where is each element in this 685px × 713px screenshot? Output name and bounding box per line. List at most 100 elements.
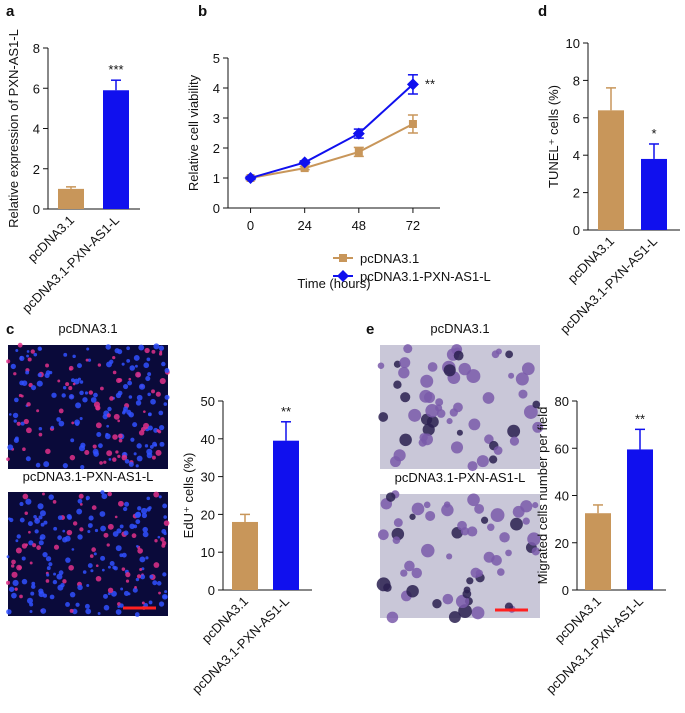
cell (157, 535, 161, 539)
cell (103, 604, 110, 611)
cell (153, 562, 160, 568)
cell (490, 508, 505, 522)
cell (411, 567, 422, 579)
cell (132, 422, 138, 428)
cell (37, 503, 44, 510)
cell (82, 397, 88, 403)
cell (36, 409, 40, 413)
cell (35, 462, 41, 468)
cell (117, 454, 121, 458)
cell (146, 496, 151, 501)
cell (404, 560, 415, 572)
cell (29, 561, 33, 565)
cell (406, 584, 419, 598)
micrograph-caption: pcDNA3.1-PXN-AS1-L (395, 470, 526, 485)
cell (436, 409, 446, 418)
cell (97, 443, 103, 449)
cell (19, 380, 25, 386)
cell (65, 602, 70, 607)
cell (17, 342, 23, 348)
cell (87, 358, 92, 362)
cell (56, 573, 63, 580)
cell (36, 380, 43, 387)
cell (134, 586, 137, 589)
cell (34, 518, 41, 524)
cell (159, 377, 166, 385)
cell (11, 571, 18, 578)
cell (62, 579, 67, 584)
cell (36, 545, 41, 550)
cell (27, 357, 32, 362)
cell (49, 594, 55, 600)
cell (146, 507, 151, 512)
cell (64, 535, 71, 542)
cell (19, 594, 23, 599)
cell (118, 378, 123, 383)
cell (432, 599, 442, 609)
cell (399, 357, 411, 369)
cell (446, 418, 453, 425)
cell (158, 410, 164, 416)
cell (150, 398, 156, 405)
y-tick-label: 0 (33, 202, 40, 217)
cell (427, 362, 438, 372)
cell (161, 543, 166, 548)
bar (273, 440, 299, 590)
cell (42, 492, 45, 496)
cell (145, 556, 149, 560)
cell (159, 441, 165, 447)
y-tick-label: 4 (213, 81, 220, 96)
cell (149, 574, 154, 579)
cell (158, 495, 162, 499)
cell (25, 456, 31, 462)
cell (532, 400, 541, 409)
cell (13, 419, 17, 423)
cell (128, 461, 134, 467)
cell (135, 544, 139, 548)
cell (143, 362, 150, 369)
cell (31, 584, 36, 589)
cell (419, 389, 433, 403)
cell (425, 404, 439, 418)
cell (26, 427, 32, 434)
legend-marker (339, 254, 347, 262)
cell (484, 434, 494, 444)
cell (56, 417, 61, 422)
cell (10, 363, 16, 370)
cell (75, 402, 82, 409)
cell (112, 370, 117, 375)
cell (66, 514, 72, 520)
cell (119, 603, 124, 608)
cell (107, 406, 112, 412)
cell (84, 603, 90, 609)
cell (152, 580, 158, 586)
cell (38, 347, 42, 351)
cell (480, 516, 489, 524)
cell (19, 517, 25, 523)
cell (134, 512, 141, 519)
cell (421, 543, 435, 558)
y-tick-label: 80 (555, 394, 569, 409)
x-tick-label: 72 (406, 218, 420, 233)
cell (22, 447, 26, 451)
cell (103, 532, 109, 538)
cell (507, 424, 521, 438)
cell (6, 457, 10, 462)
cell (140, 574, 146, 580)
cell (442, 593, 454, 605)
cell (69, 367, 72, 371)
x-tick-label: 0 (247, 218, 254, 233)
cell (6, 580, 11, 585)
marker (354, 147, 363, 156)
cell (106, 543, 110, 547)
cell (51, 392, 57, 398)
panel-label: a (6, 3, 15, 20)
cell (99, 461, 103, 465)
cell (87, 530, 91, 534)
cell (115, 609, 122, 615)
cell (141, 601, 145, 605)
cell (76, 508, 83, 515)
significance: * (651, 126, 656, 141)
cell (467, 461, 478, 472)
bar (627, 449, 653, 590)
